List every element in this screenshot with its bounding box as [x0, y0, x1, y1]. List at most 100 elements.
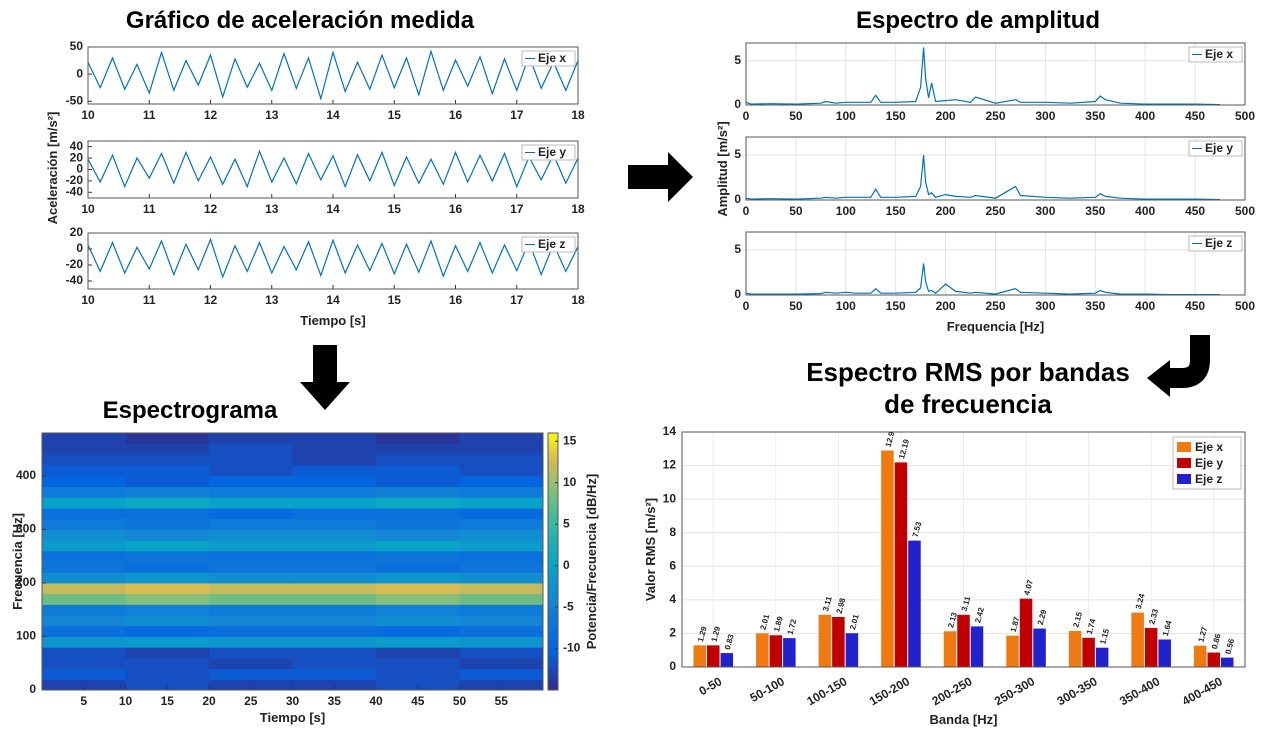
heat-cell [292, 443, 377, 455]
heat-cell [209, 625, 293, 637]
y-axis-label: Aceleración [m/s²] [45, 112, 60, 225]
x-tick-label: 11 [143, 202, 156, 216]
heat-cell [376, 507, 460, 520]
heat-cell [292, 433, 377, 445]
heat-cell [376, 497, 460, 509]
heat-cell [209, 433, 293, 445]
x-tick-label: 200 [936, 109, 956, 123]
heat-cell [125, 507, 210, 520]
heat-cell [459, 465, 544, 477]
data-line [746, 47, 1221, 105]
axes-frame [745, 136, 1246, 201]
value-label: 2.33 [1147, 608, 1160, 626]
x-tick-label: 13 [265, 202, 279, 216]
heat-cell [125, 636, 210, 648]
data-line [88, 49, 578, 101]
x-tick-label: 150 [886, 299, 906, 313]
heat-cell [292, 593, 377, 605]
heat-cell [209, 582, 293, 595]
x-tick-label: 50 [453, 694, 467, 708]
data-line [746, 263, 1220, 295]
y-tick-label: -20 [66, 173, 84, 187]
bar [1033, 628, 1046, 667]
value-label: 2.13 [946, 611, 959, 629]
heat-cell [459, 572, 544, 584]
value-label: 7.53 [911, 520, 924, 538]
x-tick-label: 15 [388, 202, 402, 216]
legend-box [521, 236, 576, 253]
y-tick-label: -50 [66, 93, 84, 107]
heat-cell [125, 529, 210, 541]
heat-cell [42, 486, 126, 498]
legend-label: Eje x [1195, 440, 1223, 454]
heat-cell [42, 679, 126, 691]
x-tick-label: 300-350 [1055, 674, 1100, 708]
x-tick-label: 18 [571, 293, 585, 307]
heat-cell [292, 561, 377, 573]
heat-cell [292, 679, 377, 691]
legend-swatch [1177, 458, 1191, 468]
arrow-curved [1168, 335, 1210, 388]
heat-cell [209, 443, 293, 455]
x-axis-label: Frequencia [Hz] [947, 319, 1045, 334]
bar [957, 614, 970, 667]
heat-cell [125, 486, 210, 498]
bar [769, 635, 783, 667]
heat-cell [42, 615, 126, 627]
x-axis-label: Tiempo [s] [260, 710, 326, 725]
x-tick-label: 500 [1235, 299, 1255, 313]
heat-cell [209, 497, 293, 509]
axes-frame [87, 46, 579, 105]
heat-cell [42, 668, 126, 680]
y-tick-label: 8 [669, 525, 676, 539]
heat-cell [376, 615, 460, 627]
x-tick-label: 100-150 [804, 674, 849, 708]
axes-frame [681, 431, 1246, 668]
heat-cell [292, 647, 377, 659]
heat-cell [209, 593, 293, 605]
x-tick-label: 45 [411, 694, 425, 708]
heat-cell [459, 657, 544, 670]
heat-cell [292, 497, 377, 509]
x-tick-label: 100 [836, 299, 856, 313]
value-label: 1.74 [1085, 617, 1098, 635]
y-tick-label: 0 [669, 659, 676, 673]
heat-cell [209, 572, 293, 584]
data-line [746, 154, 1221, 200]
x-tick-label: 12 [204, 108, 218, 122]
x-tick-label: 14 [326, 108, 340, 122]
heat-cell [209, 507, 293, 520]
x-tick-label: 250-300 [992, 674, 1037, 708]
x-tick-label: 150-200 [867, 674, 912, 708]
axes-frame [745, 231, 1246, 296]
x-tick-label: 50 [789, 204, 803, 218]
heat-cell [125, 443, 210, 455]
x-tick-label: 15 [161, 694, 175, 708]
heat-cell [42, 497, 126, 509]
x-tick-label: 30 [286, 694, 300, 708]
heat-cell [42, 507, 126, 520]
value-label: 1.64 [1161, 619, 1174, 637]
y-tick-label: 20 [70, 150, 84, 164]
heat-cell [459, 561, 544, 573]
x-tick-label: 250 [985, 204, 1005, 218]
heat-cell [42, 636, 126, 648]
heat-cell [459, 475, 544, 488]
heat-cell [42, 518, 126, 530]
bar [1006, 635, 1019, 667]
heat-cell [42, 454, 126, 466]
x-tick-label: 55 [495, 694, 509, 708]
chart-title: Gráfico de aceleración medida [126, 7, 475, 34]
x-tick-label: 18 [571, 202, 585, 216]
colorbar-tick-label: 15 [563, 433, 577, 447]
heat-cell [459, 582, 544, 595]
bar [832, 616, 845, 667]
legend-swatch [1177, 442, 1191, 452]
heat-cell [125, 679, 210, 691]
heat-cell [125, 454, 210, 466]
heat-cell [125, 550, 210, 562]
x-tick-label: 100 [836, 204, 856, 218]
legend-label: Eje z [538, 237, 565, 251]
heat-cell [292, 582, 377, 595]
heat-cell [209, 486, 293, 498]
